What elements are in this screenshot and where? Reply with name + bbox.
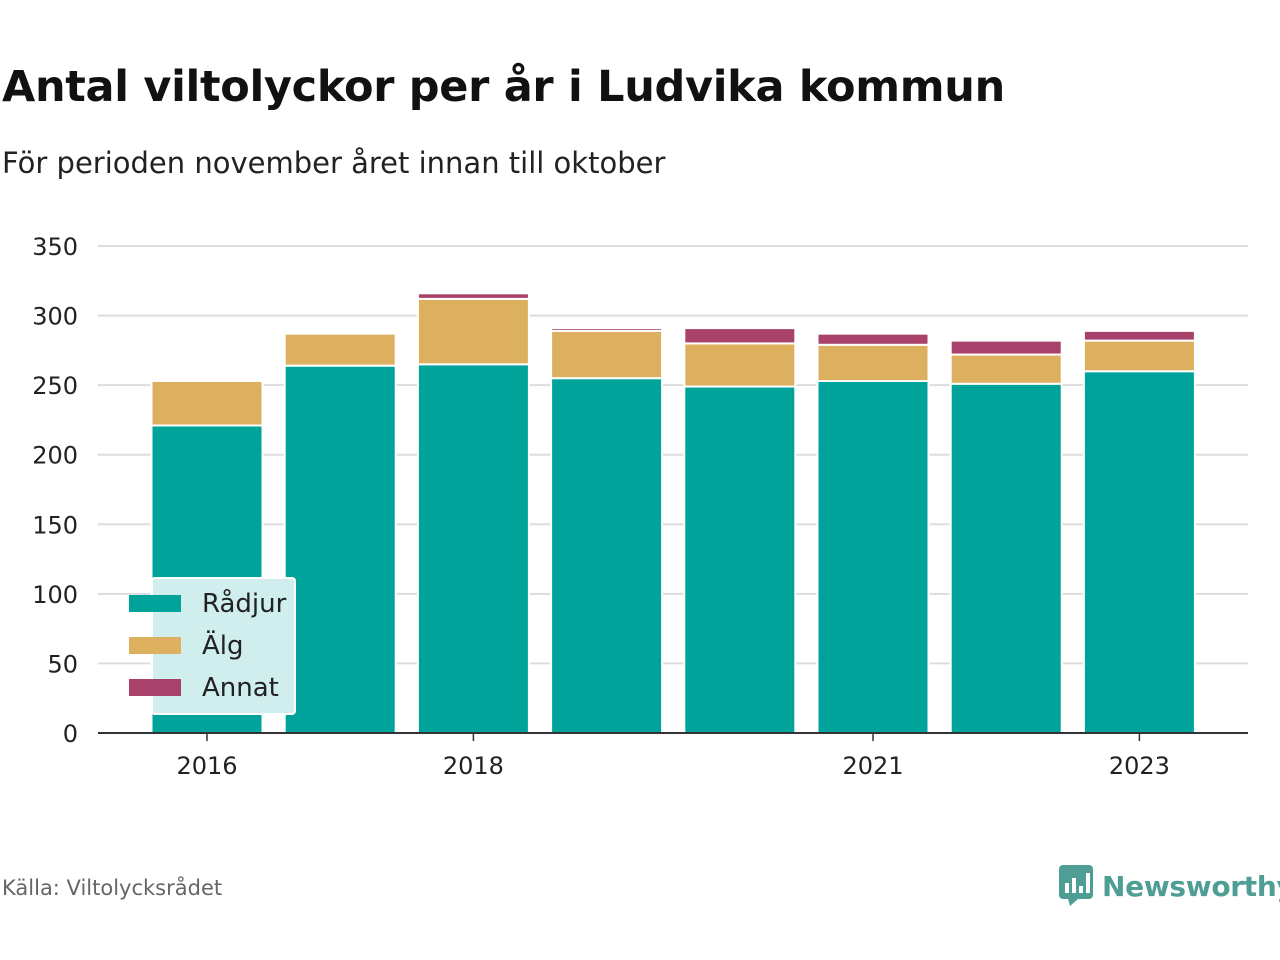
- y-tick-label: 200: [32, 442, 78, 470]
- bar-segment: [416, 292, 530, 300]
- source-note: Källa: Viltolycksrådet: [2, 876, 223, 900]
- y-tick-label: 100: [32, 581, 78, 609]
- bar-segment: [949, 382, 1063, 734]
- bar-segment: [683, 327, 797, 345]
- y-tick-label: 300: [32, 303, 78, 331]
- bar-segment: [283, 332, 397, 367]
- newsworthy-logo: Newsworthy: [1058, 864, 1280, 908]
- y-tick-label: 150: [32, 511, 78, 539]
- y-tick-label: 250: [32, 372, 78, 400]
- chart-subtitle: För perioden november året innan till ok…: [2, 146, 666, 180]
- legend-swatch: [129, 595, 181, 612]
- y-tick-label: 350: [32, 233, 78, 261]
- bar-segment: [550, 377, 664, 734]
- bar-segment: [1082, 370, 1196, 734]
- bar-segment: [550, 329, 664, 380]
- x-tick-label: 2023: [1109, 752, 1170, 780]
- y-tick-label: 50: [47, 650, 78, 678]
- bar-segment: [1082, 329, 1196, 342]
- bar-segment: [816, 343, 930, 382]
- bar-segment: [683, 342, 797, 388]
- legend-label: Annat: [202, 673, 279, 703]
- bar-segment: [416, 297, 530, 366]
- bar-segment: [816, 379, 930, 734]
- legend-swatch: [129, 679, 181, 696]
- bar-segment: [150, 379, 264, 427]
- chart-title: Antal viltolyckor per år i Ludvika kommu…: [2, 62, 1005, 112]
- y-tick-label: 0: [63, 720, 78, 748]
- bar-segment: [283, 364, 397, 734]
- x-tick-label: 2016: [176, 752, 237, 780]
- legend-swatch: [129, 637, 181, 654]
- bar-segment: [550, 327, 664, 332]
- legend-label: Älg: [202, 629, 244, 661]
- bar-segment: [1082, 339, 1196, 373]
- bar-segment: [416, 363, 530, 734]
- newsworthy-logo-icon: [1059, 865, 1093, 906]
- legend-label: Rådjur: [202, 588, 287, 619]
- bar-segment: [949, 339, 1063, 356]
- bar-segment: [683, 385, 797, 734]
- newsworthy-logo-text: Newsworthy: [1102, 869, 1280, 903]
- bar-segment: [949, 353, 1063, 385]
- x-tick-label: 2018: [443, 752, 504, 780]
- bar-segment: [816, 332, 930, 346]
- x-tick-label: 2021: [842, 752, 903, 780]
